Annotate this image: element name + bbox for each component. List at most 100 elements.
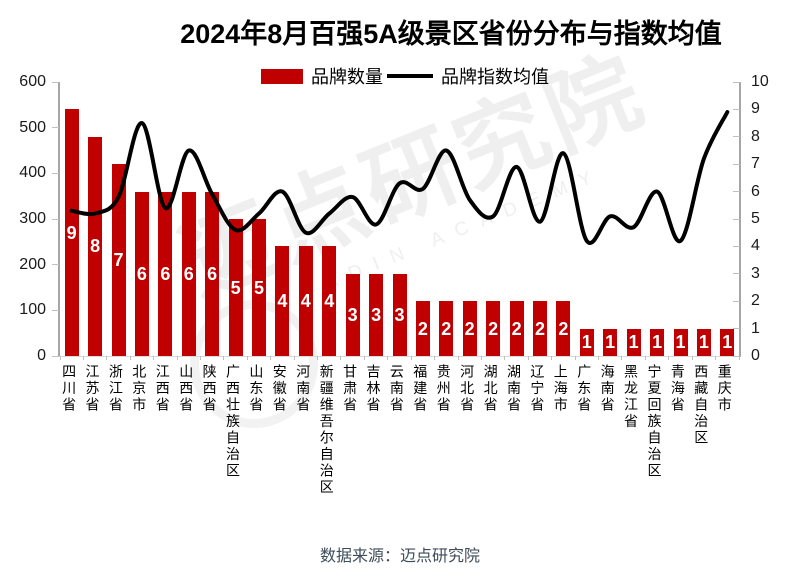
bar: 6 [181, 191, 196, 356]
axis-tick [340, 356, 342, 360]
bar: 6 [205, 191, 220, 356]
x-axis-label: 贵州省 [435, 364, 452, 414]
bar-value-label: 1 [722, 332, 733, 353]
bar: 2 [509, 301, 524, 356]
bar: 4 [322, 246, 337, 356]
axis-tick [153, 356, 155, 360]
left-axis-tick-label: 500 [19, 118, 46, 136]
bar: 6 [134, 191, 149, 356]
right-axis-tick-label: 6 [751, 182, 760, 200]
bar-value-label: 6 [136, 263, 147, 284]
legend-line-label: 品牌指数均值 [441, 67, 549, 87]
bar-value-label: 2 [534, 318, 545, 339]
axis-tick [738, 356, 740, 360]
bar-value-label: 3 [394, 304, 405, 325]
left-axis-tick-label: 400 [19, 164, 46, 182]
axis-tick [733, 355, 740, 357]
x-axis-label: 海南省 [599, 364, 616, 414]
bar-value-label: 1 [698, 332, 709, 353]
axis-tick [715, 356, 717, 360]
axis-tick [457, 356, 459, 360]
axis-tick [668, 356, 670, 360]
axis-tick [363, 356, 365, 360]
bar-value-label: 6 [207, 263, 218, 284]
axis-tick [733, 163, 740, 165]
x-axis-label: 浙江省 [107, 364, 124, 414]
bar-value-label: 1 [628, 332, 639, 353]
bar-value-label: 2 [511, 318, 522, 339]
bar: 1 [673, 328, 688, 356]
axis-tick [317, 356, 319, 360]
bar-value-label: 2 [558, 318, 569, 339]
right-axis-tick-label: 3 [751, 264, 760, 282]
axis-tick [480, 356, 482, 360]
bar: 5 [228, 219, 243, 356]
x-axis-label: 福建省 [412, 364, 429, 414]
right-axis-tick-label: 9 [751, 100, 760, 118]
axis-tick [270, 356, 272, 360]
axis-tick [434, 356, 436, 360]
x-axis-label: 新疆维吾尔自治区 [318, 364, 335, 496]
line-path [69, 110, 730, 245]
axis-tick [246, 356, 248, 360]
bar-value-label: 1 [605, 332, 616, 353]
left-axis-tick-label: 300 [19, 210, 46, 227]
x-axis-label: 四川省 [61, 364, 78, 414]
legend-line-swatch-icon [387, 74, 433, 78]
axis-tick [504, 356, 506, 360]
bar-value-label: 5 [230, 277, 241, 298]
right-axis-tick-label: 7 [751, 155, 760, 173]
axis-tick [733, 108, 740, 110]
axis-tick [52, 218, 59, 220]
bar: 3 [345, 273, 360, 356]
bar: 1 [720, 328, 735, 356]
axis-tick [52, 264, 59, 266]
right-axis-tick-label: 1 [751, 319, 760, 337]
axis-tick [733, 81, 740, 83]
axis-tick [733, 273, 740, 275]
axis-tick [733, 328, 740, 330]
axis-tick [691, 356, 693, 360]
bar-value-label: 5 [253, 277, 264, 298]
bar: 5 [252, 219, 266, 356]
bar-value-label: 6 [160, 263, 171, 284]
axis-tick [52, 81, 59, 83]
x-axis-label: 江苏省 [84, 364, 101, 414]
x-axis-label: 西藏自治区 [693, 364, 710, 447]
axis-tick [527, 356, 529, 360]
bar: 2 [439, 301, 454, 356]
source-note: 数据来源：迈点研究院 [319, 548, 481, 565]
bar: 2 [415, 301, 430, 356]
bar: 2 [533, 301, 547, 356]
axis-tick [387, 356, 389, 360]
bar-value-label: 2 [488, 318, 499, 339]
x-axis-label: 黑龙江省 [622, 364, 639, 430]
x-axis-label: 河北省 [459, 364, 476, 414]
bar-value-label: 6 [183, 263, 194, 284]
bar-value-label: 4 [300, 291, 311, 312]
bar-value-label: 4 [277, 291, 288, 312]
axis-tick [598, 356, 600, 360]
x-axis-label: 吉林省 [365, 364, 382, 414]
right-axis-tick-label: 0 [751, 347, 760, 364]
bar: 1 [579, 328, 594, 356]
right-axis-tick-label: 5 [751, 210, 760, 227]
chart-title: 2024年8月百强5A级景区省份分布与指数均值 [180, 19, 722, 49]
axis-tick [621, 356, 623, 360]
bar: 4 [275, 246, 290, 356]
axis-tick [176, 356, 178, 360]
bar: 2 [462, 301, 477, 356]
x-axis-label: 江西省 [154, 364, 171, 414]
axis-tick [293, 356, 295, 360]
axis-tick [733, 218, 740, 220]
axis-tick [52, 355, 59, 357]
axis-tick [199, 356, 201, 360]
bar: 1 [650, 328, 665, 356]
x-axis-label: 云南省 [388, 364, 405, 414]
x-axis-label: 河南省 [295, 364, 312, 414]
axis-tick [52, 127, 59, 129]
bar: 2 [556, 301, 571, 356]
x-axis-label: 青海省 [669, 364, 686, 414]
